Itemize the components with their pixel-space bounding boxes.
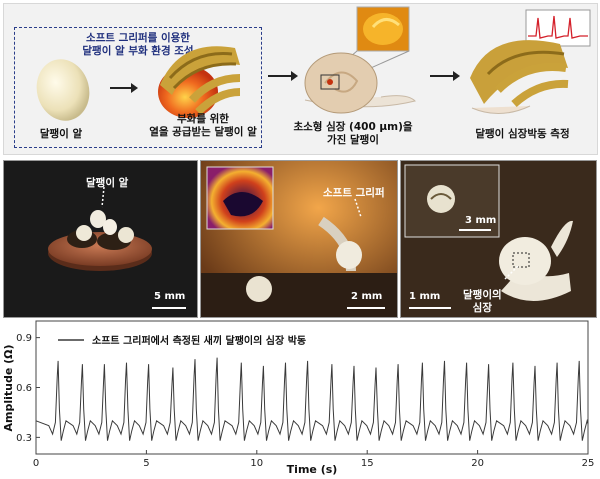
chart-legend: 소프트 그리퍼에서 측정된 새끼 달팽이의 심장 박동 [58, 334, 306, 347]
y-tick-label: 0.9 [16, 333, 32, 344]
box-title: 소프트 그리퍼를 이용한 달팽이 알 부화 환경 조성 [28, 32, 248, 58]
y-axis-ticks: 0.3 0.6 0.9 [16, 333, 40, 444]
scale-3mm-label: 3 mm [465, 215, 497, 226]
scale-bar-5mm [152, 307, 186, 309]
step1-caption: 달팽이 알 [39, 128, 83, 140]
heart-label-line1: 달팽이의 [463, 289, 502, 301]
tiny-snail-illustration [304, 6, 416, 114]
step3-line2: 가진 달팽이 [327, 134, 379, 146]
plot-area [35, 320, 589, 455]
x-tick-label: 15 [361, 458, 374, 469]
step2-line1: 부화를 위한 [177, 113, 229, 125]
box-title-line1: 소프트 그리퍼를 이용한 [86, 32, 190, 44]
x-tick-label: 5 [143, 458, 149, 469]
gripper-on-egg-illustration [158, 46, 241, 118]
arrow-3 [430, 71, 460, 81]
y-tick-label: 0.6 [16, 383, 32, 394]
photo-hatchling-snail: 3 mm 1 mm 달팽이의 심장 [400, 160, 597, 318]
scale-2mm-label: 2 mm [351, 291, 383, 302]
x-axis-ticks: 0 5 10 15 20 25 [33, 450, 595, 469]
x-axis-label: Time (s) [287, 463, 338, 476]
snail-egg-illustration [36, 59, 90, 121]
step4-caption: 달팽이 심장박동 측정 [475, 128, 570, 140]
arrow-2 [268, 71, 298, 81]
y-axis-label: Amplitude (Ω) [2, 344, 15, 431]
x-tick-label: 25 [582, 458, 595, 469]
soft-gripper-label: 소프트 그리퍼 [323, 187, 385, 199]
x-tick-label: 10 [250, 458, 263, 469]
arrow-1 [110, 83, 138, 93]
incubation-box [14, 27, 262, 148]
photo-soft-gripper: 소프트 그리퍼 2 mm [200, 160, 398, 318]
step2-line2: 열을 공급받는 달팽이 알 [149, 126, 257, 138]
legend-label: 소프트 그리퍼에서 측정된 새끼 달팽이의 심장 박동 [92, 334, 306, 347]
step3-caption: 초소형 심장 (400 μm)을 가진 달팽이 [283, 121, 423, 147]
scale-5mm-label: 5 mm [154, 291, 186, 302]
snail-photo-scene [401, 161, 596, 317]
heartbeat-chart: 소프트 그리퍼에서 측정된 새끼 달팽이의 심장 박동 0.3 0.6 0.9 0 5… [2, 320, 595, 476]
scale-1mm-label: 1 mm [409, 291, 441, 302]
heart-label: 달팽이의 심장 [463, 289, 502, 315]
step3-line1: 초소형 심장 (400 μm)을 [293, 121, 413, 133]
scale-bar-1mm [409, 307, 451, 309]
heart-label-line2: 심장 [472, 302, 492, 314]
eggs-label: 달팽이 알 [86, 177, 129, 189]
scale-bar-3mm [459, 229, 491, 231]
y-tick-label: 0.3 [16, 433, 32, 444]
coin-and-eggs [48, 186, 152, 271]
step2-caption: 부화를 위한 열을 공급받는 달팽이 알 [138, 113, 268, 139]
heartbeat-trace [35, 357, 589, 441]
heartbeat-measurement-illustration [470, 9, 591, 114]
scale-bar-2mm [347, 307, 385, 309]
photo-eggs-on-coin: 달팽이 알 5 mm [3, 160, 198, 318]
gripper-photo-scene [201, 161, 397, 317]
x-tick-label: 0 [33, 458, 39, 469]
box-title-line2: 달팽이 알 부화 환경 조성 [82, 45, 194, 57]
x-tick-label: 20 [471, 458, 484, 469]
